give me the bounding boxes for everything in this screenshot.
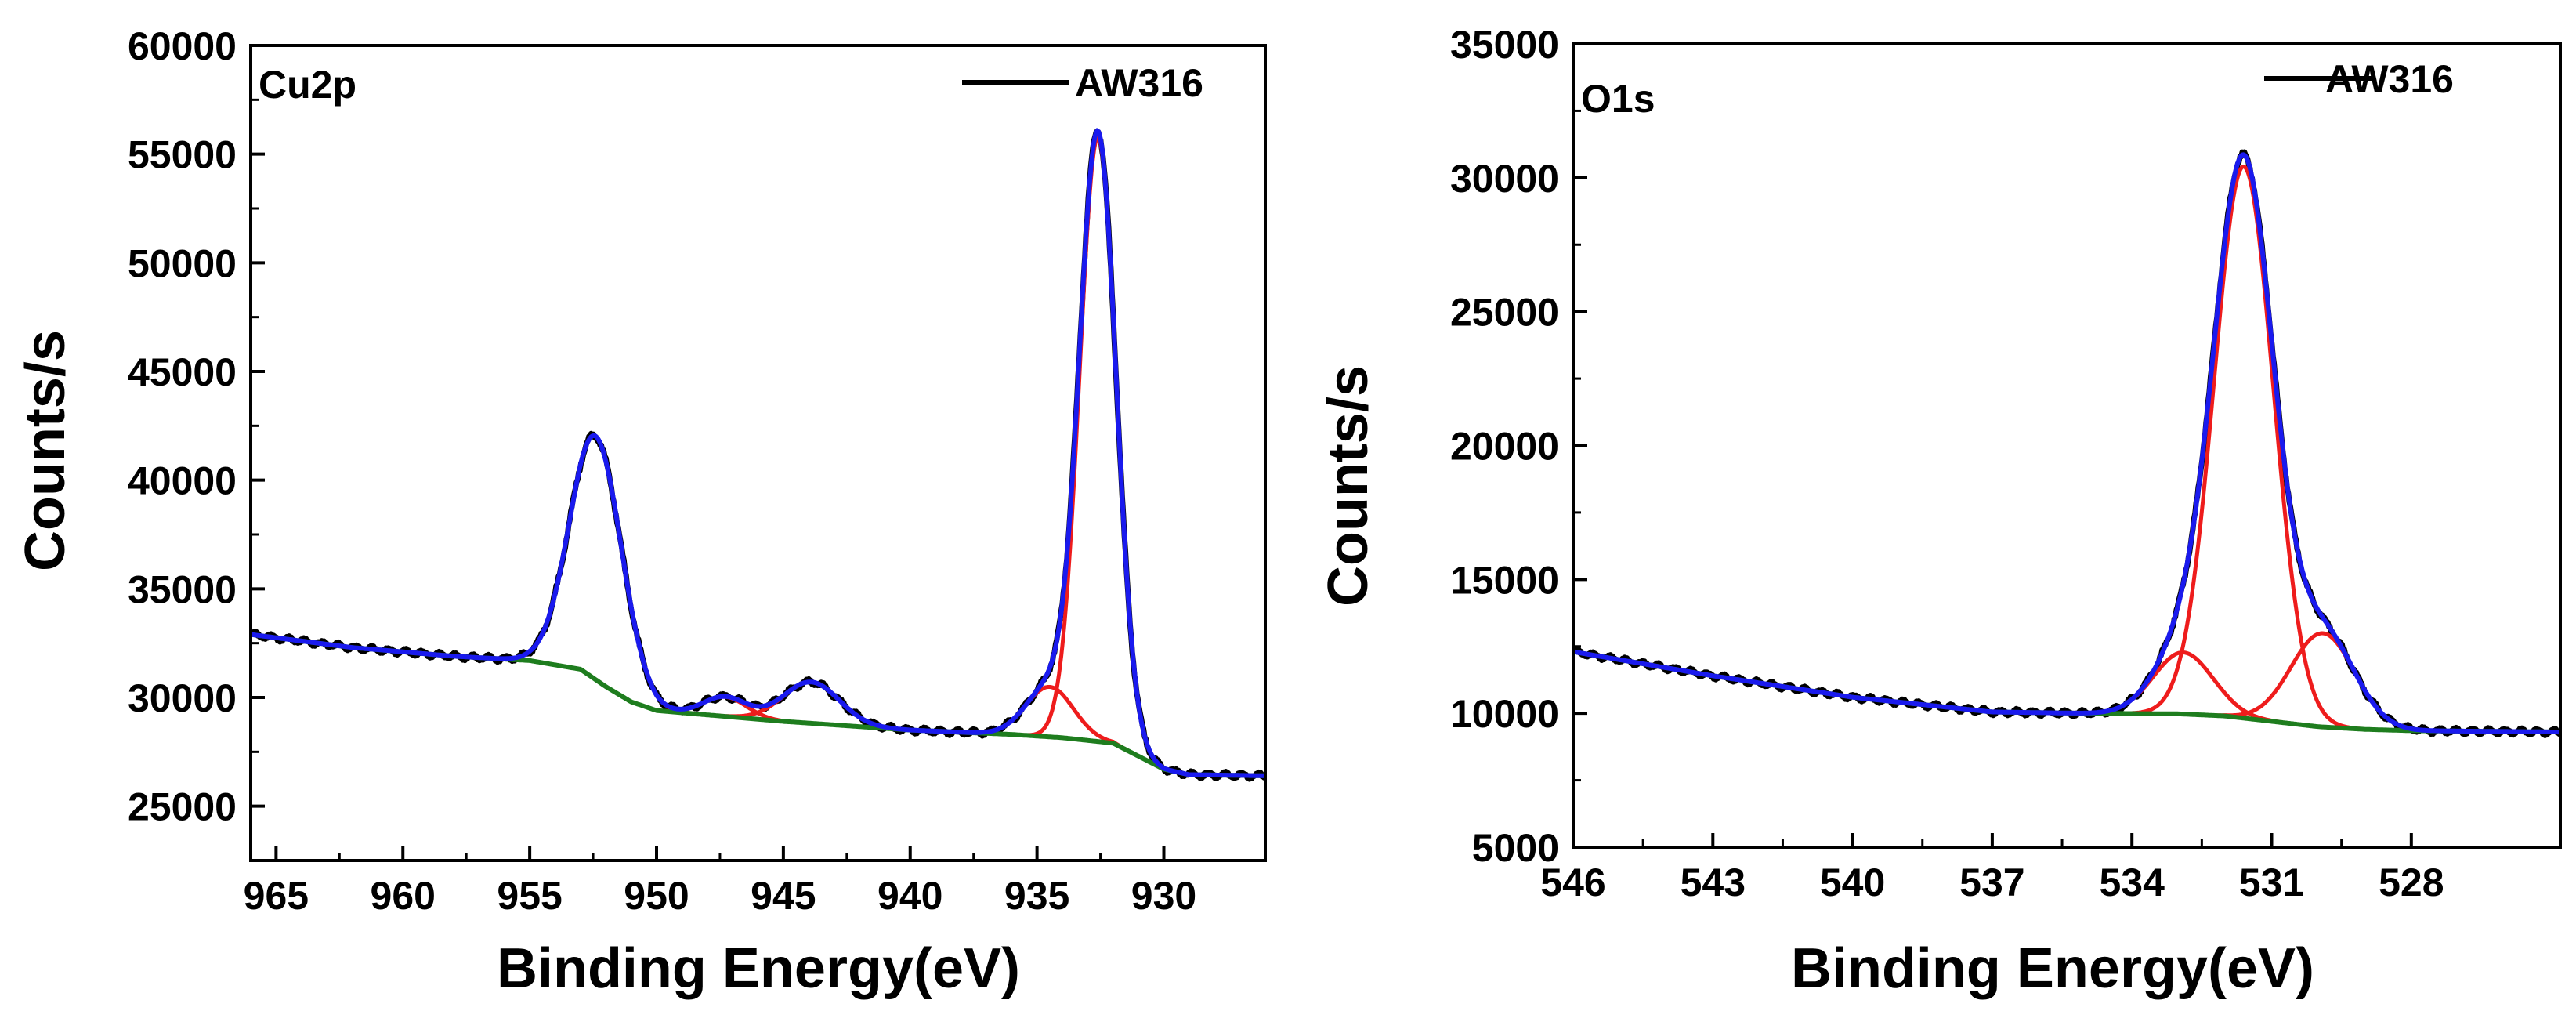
o1s-x-tick-label: 543 (1681, 861, 1746, 904)
o1s-x-axis-title: Binding Energy(eV) (1791, 937, 2314, 1000)
o1s-y-tick-label: 35000 (1450, 23, 1559, 67)
o1s-fit-envelope-line (1573, 152, 2560, 735)
cu2p-x-tick-label: 940 (877, 874, 942, 918)
cu2p-y-tick-label: 55000 (128, 133, 237, 177)
cu2p-x-tick-label: 930 (1131, 874, 1196, 918)
cu2p-legend-label: AW316 (1075, 61, 1203, 105)
o1s-x-tick-label: 534 (2099, 861, 2165, 904)
o1s-x-tick-label: 537 (1959, 861, 2024, 904)
cu2p-y-tick-label: 40000 (128, 459, 237, 503)
cu2p-plot-area: 965 960 955 950 945 940 935 930 25000 30000 35000 4… (128, 24, 1267, 918)
cu2p-y-tick-label: 30000 (128, 676, 237, 720)
o1s-y-tick-label: 15000 (1450, 558, 1559, 602)
o1s-component-peak-2 (1573, 164, 2560, 734)
o1s-x-tick-label: 531 (2239, 861, 2304, 904)
cu2p-legend: AW316 (962, 61, 1203, 105)
o1s-component-peak-3 (1573, 631, 2560, 734)
cu2p-fit-envelope-line (251, 127, 1265, 778)
o1s-y-tick-label: 20000 (1450, 425, 1559, 469)
cu2p-component-peak-1 (251, 433, 1265, 778)
o1s-curves (1573, 149, 2560, 738)
cu2p-y-tick-label: 50000 (128, 241, 237, 285)
o1s-legend-label: AW316 (2325, 57, 2454, 101)
cu2p-x-tick-label: 965 (244, 874, 309, 918)
cu2p-panel-label: Cu2p (259, 63, 356, 107)
o1s-y-axis-title: Counts/s (1317, 365, 1380, 607)
o1s-x-tick-label: 546 (1540, 861, 1605, 904)
o1s-panel: 546 543 540 537 534 531 528 5000 10000 15000 20000… (1317, 23, 2562, 1000)
cu2p-plot-frame (249, 44, 1267, 862)
cu2p-y-tick-label: 60000 (128, 24, 237, 68)
o1s-y-tick-label: 30000 (1450, 157, 1559, 201)
cu2p-panel: 965 960 955 950 945 940 935 930 25000 30000 35000 4… (14, 24, 1267, 1000)
o1s-legend: AW316 (2264, 57, 2454, 101)
cu2p-y-axis-title: Counts/s (14, 330, 77, 571)
o1s-component-peak-1 (1573, 650, 2560, 734)
o1s-plot-area: 546 543 540 537 534 531 528 5000 10000 15000 20000… (1450, 23, 2562, 904)
cu2p-x-tick-label: 950 (624, 874, 689, 918)
o1s-x-tick-label: 528 (2379, 861, 2444, 904)
o1s-background-line (1573, 649, 2560, 735)
o1s-y-tick-label: 5000 (1472, 826, 1559, 870)
cu2p-x-tick-label: 955 (497, 874, 562, 918)
cu2p-y-tick-label: 35000 (128, 567, 237, 611)
o1s-raw-data-line (1573, 149, 2560, 738)
o1s-y-tick-label: 10000 (1450, 692, 1559, 736)
cu2p-x-tick-label: 960 (371, 874, 436, 918)
cu2p-y-tick-label: 25000 (128, 785, 237, 829)
o1s-panel-label: O1s (1581, 77, 1655, 121)
cu2p-x-axis-title: Binding Energy(eV) (497, 937, 1020, 1000)
cu2p-x-tick-label: 945 (751, 874, 816, 918)
cu2p-component-peak-5 (251, 135, 1265, 778)
cu2p-raw-data-line (251, 129, 1265, 782)
cu2p-curves (251, 127, 1265, 782)
o1s-x-tick-label: 540 (1820, 861, 1885, 904)
cu2p-y-tick-label: 45000 (128, 350, 237, 394)
o1s-y-tick-label: 25000 (1450, 291, 1559, 335)
cu2p-x-tick-label: 935 (1004, 874, 1069, 918)
